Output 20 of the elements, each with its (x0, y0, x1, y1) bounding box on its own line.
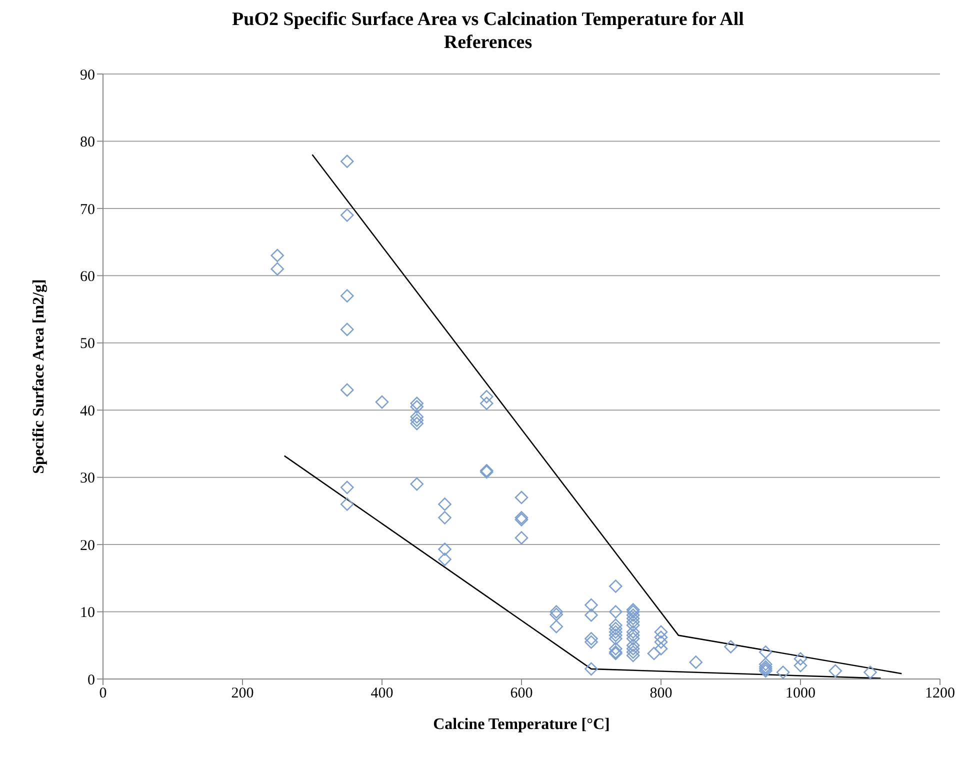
y-tick-label: 10 (80, 605, 95, 622)
y-tick-label: 30 (80, 470, 95, 487)
x-axis-title: Calcine Temperature [°C] (433, 716, 610, 733)
y-tick-label: 0 (88, 672, 95, 688)
y-tick-label: 20 (80, 538, 95, 554)
x-tick-label: 0 (99, 686, 107, 702)
chart-title: PuO2 Specific Surface Area vs Calcination Temperature for All References (231, 8, 745, 54)
y-tick-label: 90 (80, 67, 95, 84)
x-tick-label: 600 (510, 686, 533, 702)
x-tick-label: 200 (231, 686, 254, 702)
y-tick-label: 80 (80, 134, 95, 151)
y-tick-label: 40 (80, 403, 95, 420)
y-tick-label: 70 (80, 202, 95, 218)
x-tick-label: 1200 (925, 686, 955, 702)
x-tick-label: 1000 (786, 686, 816, 702)
y-tick-label: 50 (80, 336, 95, 352)
y-tick-label: 60 (80, 268, 95, 285)
x-tick-label: 400 (370, 686, 394, 702)
x-tick-label: 800 (650, 686, 672, 702)
y-axis-title: Specific Surface Area [m2/g] (30, 279, 48, 474)
